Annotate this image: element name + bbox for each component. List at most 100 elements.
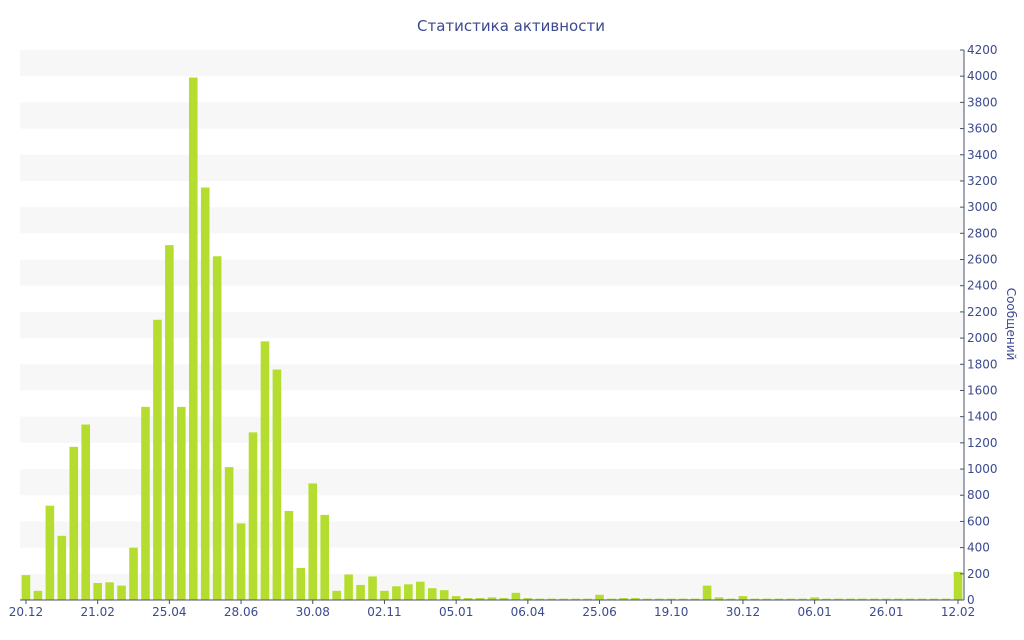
y-tick-label: 400 (967, 541, 990, 555)
bar (439, 590, 449, 600)
bar (941, 598, 951, 600)
bar (690, 598, 700, 600)
grid-band (20, 102, 964, 129)
bar (834, 598, 843, 600)
bar (858, 598, 867, 600)
x-tick-label: 30.08 (296, 605, 330, 619)
bar (248, 432, 258, 600)
bar (475, 598, 485, 600)
bar (344, 574, 353, 600)
bar (702, 585, 712, 600)
y-tick-label: 3200 (967, 174, 998, 188)
grid-band (20, 364, 964, 391)
bar (738, 596, 748, 600)
x-tick-label: 26.01 (869, 605, 903, 619)
bar (416, 581, 425, 600)
bar (523, 598, 533, 600)
bar (750, 598, 760, 600)
bar (427, 588, 437, 600)
bar (798, 598, 807, 600)
bar (643, 598, 652, 600)
bar (272, 369, 282, 600)
x-tick-label: 25.06 (582, 605, 616, 619)
bar (822, 598, 831, 600)
x-tick-label: 28.06 (224, 605, 258, 619)
bar (893, 598, 903, 600)
bar (726, 598, 736, 600)
bar (774, 598, 784, 600)
bar (666, 598, 676, 600)
bar (153, 319, 162, 600)
bar (451, 596, 461, 600)
bar (105, 582, 114, 600)
y-tick-label: 2400 (967, 279, 998, 293)
bar (905, 598, 915, 600)
x-tick-label: 06.04 (511, 605, 545, 619)
y-tick-label: 4200 (967, 43, 998, 57)
bar (535, 598, 545, 600)
bar (236, 523, 246, 600)
y-tick-label: 2800 (967, 226, 998, 240)
grid-band (20, 311, 964, 339)
y-tick-label: 3400 (967, 148, 998, 162)
bar (21, 575, 31, 600)
bar (953, 571, 963, 600)
y-tick-label: 3800 (967, 95, 998, 109)
x-tick-label: 21.02 (80, 605, 114, 619)
y-tick-label: 1200 (967, 436, 998, 450)
y-tick-label: 1600 (967, 383, 998, 397)
y-tick-label: 200 (967, 567, 990, 581)
bar (547, 598, 557, 600)
grid-bands (20, 50, 964, 600)
bar (762, 598, 772, 600)
y-tick-label: 2200 (967, 305, 998, 319)
bar (846, 598, 855, 600)
bar (308, 483, 318, 600)
bar (810, 597, 819, 600)
y-tick-label: 4000 (967, 69, 998, 83)
bar (392, 586, 401, 600)
bar (200, 187, 210, 600)
bar (571, 598, 580, 600)
y-tick-label: 1400 (967, 410, 998, 424)
y-axis: 0 200 400 600 800 1000 1200 1400 1600 1800 2000 220… (960, 43, 998, 607)
bar (870, 598, 879, 600)
bar (81, 424, 91, 600)
y-axis-title: Сообщений (1004, 288, 1018, 361)
bar (595, 594, 604, 600)
bar (320, 514, 330, 600)
x-tick-label: 19.10 (654, 605, 688, 619)
bar (141, 406, 150, 600)
bar (224, 467, 234, 600)
bar (57, 535, 67, 600)
grid-band (20, 207, 964, 234)
y-tick-label: 3000 (967, 200, 998, 214)
bar-series (21, 77, 963, 600)
bar (260, 341, 270, 600)
y-tick-label: 1800 (967, 357, 998, 371)
bar (714, 597, 724, 600)
chart-title: Статистика активности (417, 17, 605, 35)
grid-band (20, 50, 964, 77)
bar (882, 598, 891, 600)
x-tick-label: 25.04 (152, 605, 186, 619)
bar (368, 576, 377, 600)
bar (929, 598, 939, 600)
bar (69, 446, 79, 600)
x-axis: 20.12 21.02 25.04 28.06 30.08 02.11 05.01 06.04… (9, 599, 975, 619)
bar (607, 598, 616, 600)
x-tick-label: 06.01 (797, 605, 831, 619)
bar (93, 582, 102, 600)
bar (212, 256, 222, 600)
y-tick-label: 2600 (967, 253, 998, 267)
bar (511, 592, 521, 600)
bar (499, 598, 509, 600)
bar (619, 598, 628, 600)
grid-band (20, 154, 964, 181)
bar (165, 245, 174, 600)
bar (45, 505, 55, 600)
y-tick-label: 3600 (967, 122, 998, 136)
bar (380, 590, 389, 600)
bar (356, 584, 365, 600)
bar (678, 598, 688, 600)
